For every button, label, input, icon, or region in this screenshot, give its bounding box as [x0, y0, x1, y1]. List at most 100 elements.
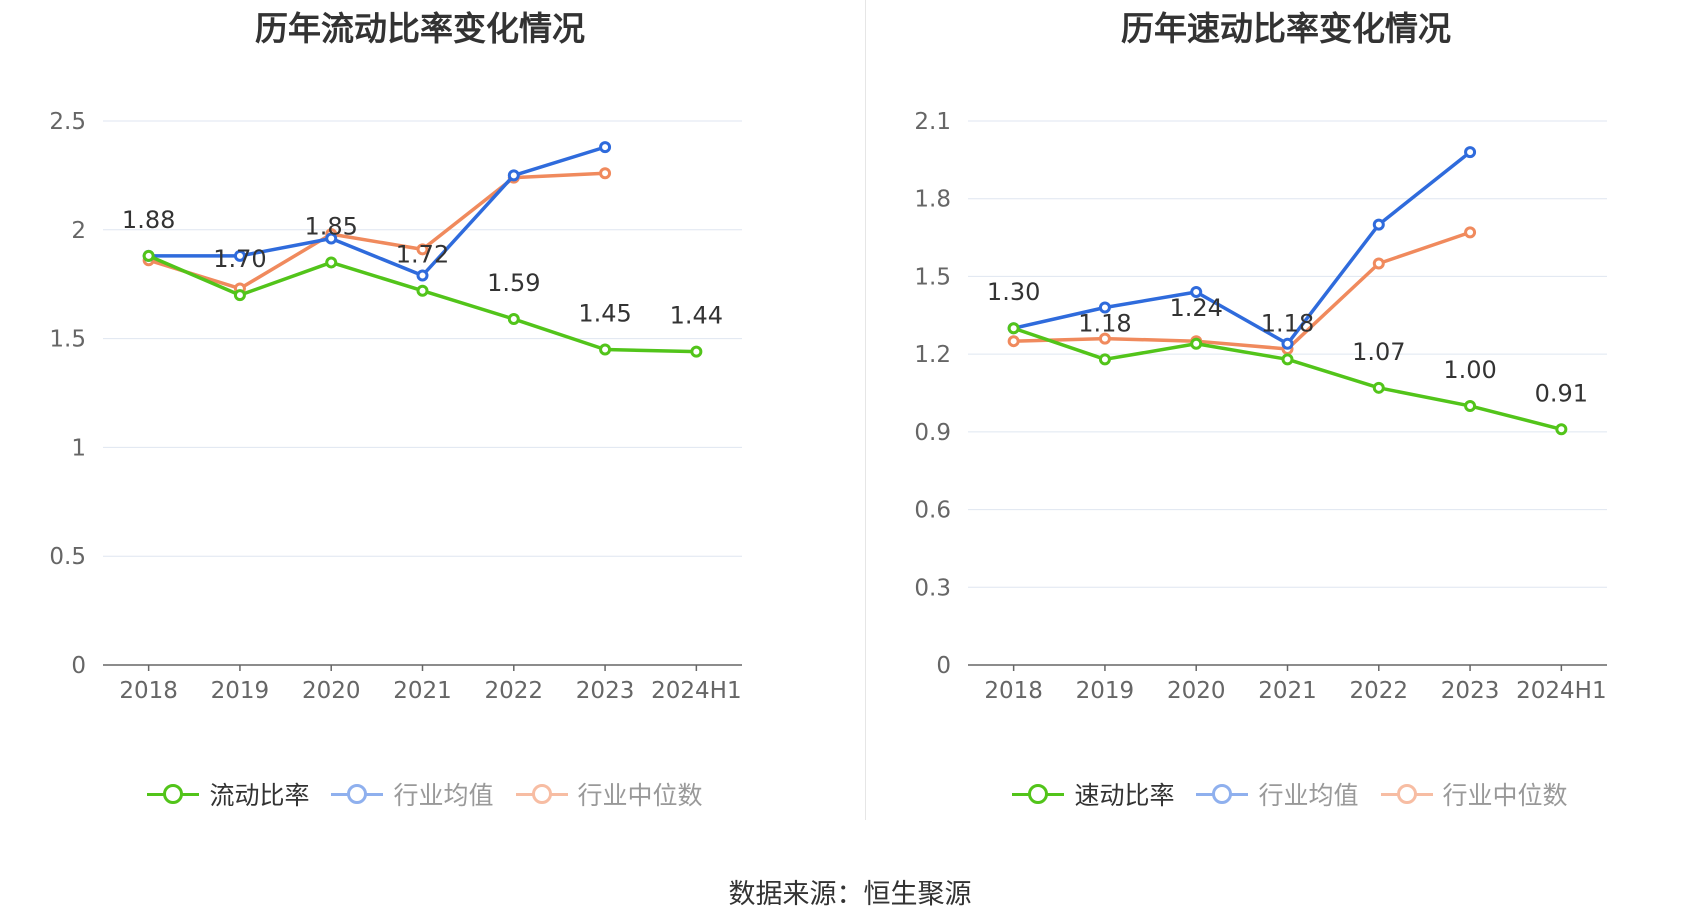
legend-label: 速动比率 [1074, 781, 1175, 810]
y-tick-label: 1.5 [49, 327, 86, 353]
data-point [1464, 399, 1477, 412]
data-point [599, 343, 612, 356]
data-point [416, 269, 429, 282]
data-point [325, 256, 338, 269]
legend-line-circle-icon [1380, 782, 1433, 806]
data-point [1098, 353, 1111, 366]
data-point [507, 313, 520, 326]
x-tick-label: 2022 [1350, 678, 1409, 704]
legend-label: 行业中位数 [577, 781, 703, 810]
data-point [599, 141, 612, 154]
legend-item-industry-median[interactable]: 行业中位数 [1380, 776, 1568, 812]
data-source-note: 数据来源：恒生聚源 [728, 879, 972, 910]
data-point [690, 345, 703, 358]
y-tick-label: 2 [71, 218, 86, 244]
legend-line-circle-icon [515, 782, 568, 806]
quick-ratio-chart-panel: 历年速动比率变化情况 0 0.3 0.6 0.9 1.2 1.5 1.8 2.1 2018 201… [865, 0, 1700, 820]
series-line-1 [1013, 150, 1472, 346]
legend-label: 流动比率 [209, 781, 310, 810]
data-point [1372, 381, 1385, 394]
chart-title-current-ratio: 历年流动比率变化情况 [255, 9, 585, 48]
y-tick-label: 1 [71, 435, 86, 461]
y-tick-label: 0.9 [914, 420, 951, 446]
x-tick-label: 2020 [302, 678, 361, 704]
data-label: 0.91 [1535, 379, 1588, 407]
y-tick-label: 1.5 [914, 264, 951, 290]
data-label: 1.44 [670, 302, 723, 330]
legend-item-industry-median[interactable]: 行业中位数 [515, 776, 703, 812]
data-point [142, 249, 155, 262]
legend-line-circle-icon [1196, 782, 1249, 806]
data-point [1464, 226, 1477, 239]
data-point [233, 289, 246, 302]
data-label: 1.30 [987, 278, 1040, 306]
data-point [325, 232, 338, 245]
legend-line-circle-icon [1012, 782, 1065, 806]
chart-title-quick-ratio: 历年速动比率变化情况 [1121, 9, 1451, 48]
y-tick-label: 2.1 [914, 109, 951, 135]
x-tick-label: 2018 [984, 678, 1043, 704]
data-point [1555, 423, 1568, 436]
y-tick-label: 0.6 [914, 498, 951, 524]
legend-item-current-ratio[interactable]: 流动比率 [147, 776, 309, 812]
data-point [1098, 301, 1111, 314]
legend-item-quick-ratio[interactable]: 速动比率 [1012, 776, 1174, 812]
legend-line-circle-icon [147, 782, 200, 806]
data-label: 1.45 [578, 299, 631, 327]
series-line-1 [148, 145, 606, 278]
data-point [416, 284, 429, 297]
legend-quick-ratio: 速动比率 行业均值 行业中位数 [865, 776, 1700, 812]
data-point [1372, 257, 1385, 270]
quick-ratio-plot: 0 0.3 0.6 0.9 1.2 1.5 1.8 2.1 2018 2019 2020 2021 20… [914, 109, 1607, 704]
data-point [599, 167, 612, 180]
data-point [416, 243, 429, 256]
data-label: 1.18 [1261, 309, 1314, 337]
y-tick-label: 0 [71, 653, 86, 679]
x-tick-label: 2024H1 [1516, 678, 1606, 704]
data-label: 1.18 [1078, 309, 1131, 337]
y-tick-label: 1.8 [914, 187, 951, 213]
data-label: 1.70 [213, 245, 266, 273]
legend-item-industry-mean[interactable]: 行业均值 [1196, 776, 1359, 812]
data-point [1281, 353, 1294, 366]
current-ratio-plot: 0 0.5 1 1.5 2 2.5 2018 2019 2020 2021 2022 2023 2024… [49, 109, 742, 704]
data-point [1281, 337, 1294, 350]
y-tick-label: 0 [936, 653, 951, 679]
series-line-2 [148, 171, 606, 291]
legend-line-circle-icon [331, 782, 384, 806]
current-ratio-chart-panel: 历年流动比率变化情况 0 0.5 1 1.5 2 2.5 2018 2019 2020 2021 2… [0, 0, 850, 820]
x-tick-label: 2020 [1167, 678, 1226, 704]
panel-divider [865, 0, 866, 820]
x-tick-label: 2021 [393, 678, 452, 704]
data-label: 1.59 [487, 269, 540, 297]
data-label: 1.85 [304, 212, 357, 240]
data-point [1007, 335, 1020, 348]
data-point [233, 249, 246, 262]
legend-item-industry-mean[interactable]: 行业均值 [331, 776, 494, 812]
x-tick-label: 2024H1 [651, 678, 741, 704]
data-label: 1.72 [396, 241, 449, 269]
x-tick-label: 2018 [119, 678, 178, 704]
data-point [1372, 218, 1385, 231]
data-point [1098, 332, 1111, 345]
data-label: 1.00 [1443, 356, 1496, 384]
y-tick-label: 2.5 [49, 109, 86, 135]
y-tick-label: 1.2 [914, 342, 951, 368]
x-tick-label: 2023 [576, 678, 635, 704]
legend-label: 行业均值 [1258, 781, 1359, 810]
y-tick-label: 0.3 [914, 575, 951, 601]
data-point [1007, 322, 1020, 335]
data-point [507, 169, 520, 182]
legend-current-ratio: 流动比率 行业均值 行业中位数 [0, 776, 850, 812]
series-line-2 [1013, 230, 1471, 351]
x-tick-label: 2019 [1076, 678, 1135, 704]
x-tick-label: 2019 [211, 678, 270, 704]
x-tick-label: 2022 [485, 678, 544, 704]
legend-label: 行业中位数 [1442, 781, 1568, 810]
data-label: 1.07 [1352, 338, 1405, 366]
x-tick-label: 2023 [1441, 678, 1500, 704]
data-label: 1.88 [122, 206, 175, 234]
data-point [1464, 146, 1477, 159]
legend-label: 行业均值 [393, 781, 494, 810]
y-tick-label: 0.5 [49, 544, 86, 570]
